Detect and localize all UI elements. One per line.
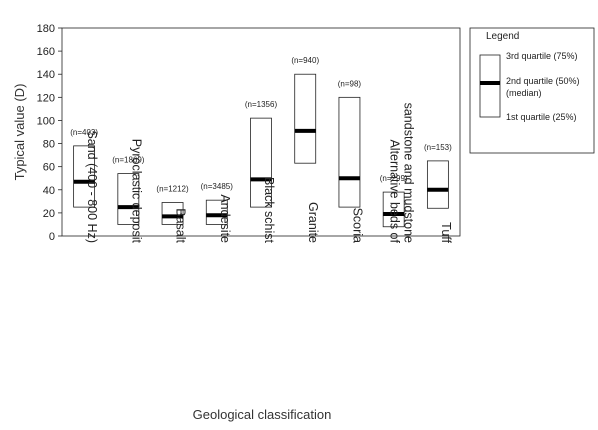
x-category-label: Tuff xyxy=(439,222,453,243)
legend-q1-label: 1st quartile (25%) xyxy=(506,112,577,122)
sample-count-label: (n=1869) xyxy=(112,156,145,165)
box-iqr xyxy=(426,160,449,209)
y-tick-label: 20 xyxy=(43,208,55,220)
box-iqr xyxy=(250,117,272,208)
legend: Legend 3rd quartile (75%) 2nd quartile (… xyxy=(469,27,595,154)
box-iqr xyxy=(117,173,140,225)
legend-title: Legend xyxy=(486,31,519,42)
box-iqr xyxy=(161,202,184,225)
y-tick-label: 100 xyxy=(37,115,55,127)
x-category-label: Scoria xyxy=(350,208,364,243)
box-7: (n=299) xyxy=(380,174,408,228)
x-category-label: Granite xyxy=(306,202,320,243)
x-category-label: sandstone and mudstone xyxy=(402,103,416,243)
box-iqr xyxy=(205,199,228,225)
box-0: (n=403) xyxy=(70,128,98,208)
legend-median-label: 2nd quartile (50%) xyxy=(506,76,580,86)
box-8: (n=153) xyxy=(424,143,452,209)
x-axis-labels: Sand (400 - 800 Hz) Pyroclastic deposit Ba… xyxy=(85,103,453,244)
sample-count-label: (n=403) xyxy=(70,128,98,137)
sample-count-label: (n=1356) xyxy=(245,100,278,109)
y-tick-label: 60 xyxy=(43,162,55,174)
box-6: (n=98) xyxy=(338,79,362,208)
plot-frame xyxy=(61,27,461,237)
legend-frame xyxy=(469,27,595,154)
box-iqr xyxy=(73,145,96,208)
y-axis-title: Typical value (D) xyxy=(12,84,27,181)
box-2: (n=1212) xyxy=(156,184,189,225)
y-tick-label: 80 xyxy=(43,139,55,151)
sample-count-label: (n=153) xyxy=(424,143,452,152)
x-category-label: Black schist xyxy=(262,177,276,244)
sample-count-label: (n=98) xyxy=(338,79,362,88)
legend-median-sub-label: (median) xyxy=(506,88,542,98)
sample-count-label: (n=1212) xyxy=(156,184,189,193)
x-category-label: Sand (400 - 800 Hz) xyxy=(85,130,99,243)
box-iqr xyxy=(382,191,405,228)
y-axis: 0 20 40 60 80 100 120 140 160 180 xyxy=(37,23,461,243)
box-1: (n=1869) xyxy=(112,156,145,225)
legend-q3-label: 3rd quartile (75%) xyxy=(506,51,578,61)
y-tick-label: 40 xyxy=(43,185,55,197)
box-iqr xyxy=(338,96,361,208)
sample-count-label: (n=940) xyxy=(291,56,319,65)
sample-count-label: (n=3485) xyxy=(201,182,234,191)
sample-count-label: (n=299) xyxy=(380,174,408,183)
x-category-label: Pyroclastic deposit xyxy=(129,139,143,244)
y-tick-label: 140 xyxy=(37,69,55,81)
y-tick-label: 160 xyxy=(37,46,55,58)
x-category-label: Andesite xyxy=(218,194,232,243)
y-tick-label: 180 xyxy=(37,23,55,35)
box-3: (n=3485) xyxy=(201,182,234,225)
x-axis-title: Geological classification xyxy=(193,407,332,422)
box-4: (n=1356) xyxy=(245,100,278,208)
y-tick-label: 0 xyxy=(49,231,55,243)
box-5: (n=940) xyxy=(291,56,319,164)
x-category-label: Basalt xyxy=(174,208,188,243)
legend-box xyxy=(479,54,501,118)
y-tick-label: 120 xyxy=(37,92,55,104)
x-category-label: Alternative beds of xyxy=(388,139,402,243)
box-iqr xyxy=(294,73,317,164)
boxes-group: (n=403) (n=1869) (n=1212) (n=3485) (n=1356) (… xyxy=(70,56,452,228)
